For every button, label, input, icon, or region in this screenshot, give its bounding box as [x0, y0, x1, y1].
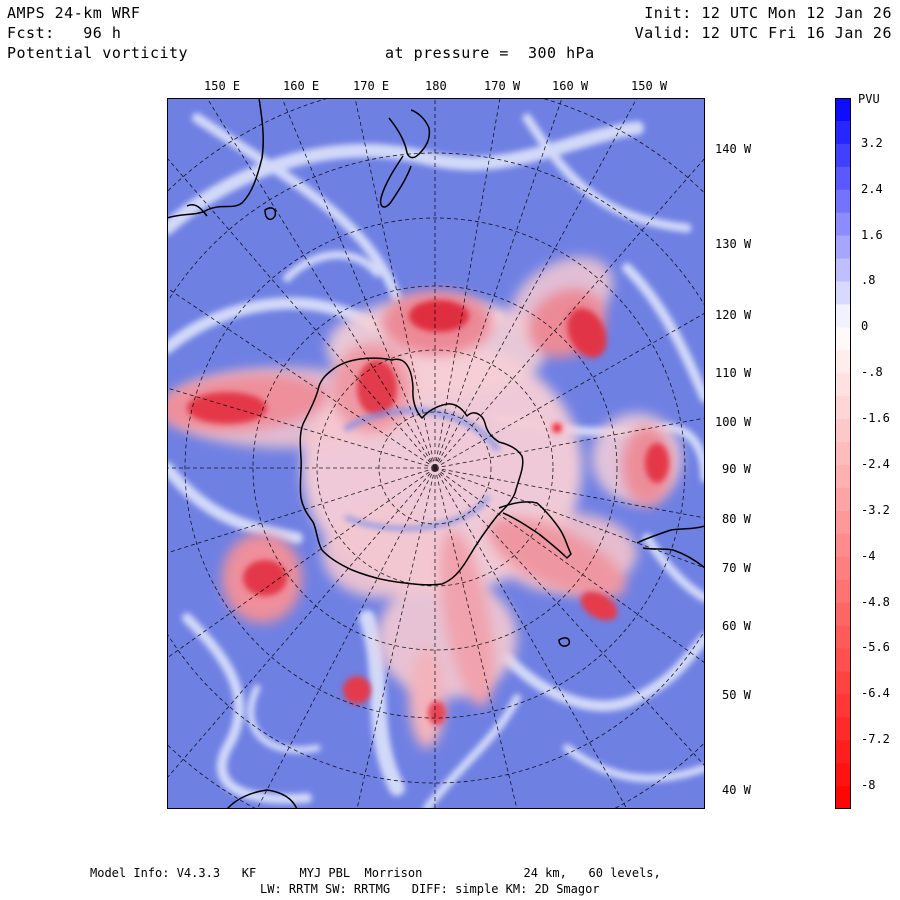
- lon-label-right: 70 W: [722, 561, 751, 575]
- lon-label-top: 170 E: [353, 79, 390, 93]
- colorbar-cell: [835, 556, 851, 580]
- colorbar-cell: [835, 602, 851, 626]
- colorbar-cell: [835, 533, 851, 558]
- lon-label-right: 120 W: [715, 308, 752, 322]
- colorbar-tick-label: -5.6: [861, 640, 890, 655]
- lon-label-right: 140 W: [715, 142, 752, 156]
- init-time: Init: 12 UTC Mon 12 Jan 26: [644, 4, 892, 22]
- africa-coast: [226, 789, 298, 809]
- colorbar-tick-label: -2.4: [861, 456, 890, 471]
- lon-label-top: 160 E: [283, 79, 320, 93]
- coastlines: [167, 98, 705, 809]
- colorbar-tick-label: 0: [861, 319, 869, 334]
- colorbar-cell: [835, 166, 851, 191]
- australia-sw: [186, 204, 208, 217]
- lon-label-right: 130 W: [715, 237, 752, 251]
- lon-label-right: 110 W: [715, 366, 752, 380]
- colorbar-frame: [835, 98, 851, 809]
- tasmania-coast: [264, 207, 277, 221]
- colorbar-cell: [835, 120, 851, 145]
- colorbar-cell: [835, 464, 851, 489]
- australia-coast: [167, 98, 264, 219]
- colorbar-cell: [835, 396, 851, 420]
- colorbar-tick-label: -4.8: [861, 594, 890, 609]
- lon-label-top: 170 W: [484, 79, 521, 93]
- antarctica-coast: [299, 357, 524, 586]
- model-title: AMPS 24-km WRF: [7, 4, 141, 22]
- lon-label-right: 60 W: [722, 619, 751, 633]
- colorbar-tick-label: -8: [861, 778, 876, 793]
- colorbar-cell: [835, 327, 851, 351]
- colorbar: [835, 98, 851, 809]
- lon-label-right: 100 W: [715, 415, 752, 429]
- colorbar-cell: [835, 304, 851, 328]
- antarctic-peninsula: [498, 501, 572, 559]
- lon-label-right: 80 W: [722, 512, 751, 526]
- colorbar-tick-label: 1.6: [861, 227, 883, 242]
- colorbar-cell: [835, 143, 851, 168]
- colorbar-cell: [835, 281, 851, 305]
- colorbar-tick-label: .8: [861, 273, 876, 288]
- colorbar-cell: [835, 579, 851, 603]
- colorbar-cell: [835, 189, 851, 213]
- pv-negative-cores: [187, 300, 669, 725]
- field-name: Potential vorticity: [7, 44, 189, 62]
- lon-label-right: 40 W: [722, 783, 751, 797]
- south-america-coast: [636, 525, 705, 569]
- colorbar-cell: [835, 235, 851, 259]
- colorbar-cell: [835, 487, 851, 512]
- colorbar-cell: [835, 98, 851, 122]
- lon-label-right: 90 W: [722, 462, 751, 476]
- colorbar-cell: [835, 373, 851, 397]
- lon-label-top: 160 W: [552, 79, 589, 93]
- colorbar-cell: [835, 763, 851, 787]
- lon-label-top: 150 W: [631, 79, 668, 93]
- colorbar-cell: [835, 350, 851, 374]
- colorbar-tick-label: -1.6: [861, 411, 890, 426]
- lon-label-top: 180: [425, 79, 447, 93]
- colorbar-tick-label: 3.2: [861, 135, 883, 150]
- model-info-line: Model Info: V4.3.3 KF MYJ PBL Morrison 2…: [90, 866, 661, 880]
- colorbar-tick-label: 2.4: [861, 181, 883, 196]
- valid-time: Valid: 12 UTC Fri 16 Jan 26: [634, 24, 892, 42]
- colorbar-cell: [835, 740, 851, 764]
- colorbar-cell: [835, 258, 851, 282]
- colorbar-cell: [835, 625, 851, 649]
- pv-map: [167, 98, 705, 809]
- colorbar-cell: [835, 648, 851, 672]
- colorbar-units: PVU: [858, 92, 880, 106]
- colorbar-cell: [835, 442, 851, 466]
- colorbar-cell: [835, 419, 851, 443]
- meridians: [167, 98, 705, 809]
- colorbar-tick-label: -3.2: [861, 502, 890, 517]
- colorbar-tick-label: -4: [861, 548, 876, 563]
- new-zealand-coast: [379, 109, 431, 208]
- forecast-hour: Fcst: 96 h: [7, 24, 122, 42]
- colorbar-tick-label: -.8: [861, 365, 883, 380]
- falklands-coast: [558, 637, 571, 647]
- colorbar-cell: [835, 694, 851, 718]
- colorbar-tick-label: -7.2: [861, 732, 890, 747]
- physics-info-line: LW: RRTM SW: RRTMG DIFF: simple KM: 2D S…: [260, 882, 600, 896]
- colorbar-cell: [835, 786, 851, 809]
- colorbar-tick-label: -6.4: [861, 686, 890, 701]
- colorbar-cell: [835, 717, 851, 741]
- colorbar-cell: [835, 671, 851, 695]
- lon-label-right: 50 W: [722, 688, 751, 702]
- pressure-level: at pressure = 300 hPa: [385, 44, 595, 62]
- lon-label-top: 150 E: [204, 79, 241, 93]
- colorbar-cell: [835, 510, 851, 535]
- colorbar-cell: [835, 212, 851, 236]
